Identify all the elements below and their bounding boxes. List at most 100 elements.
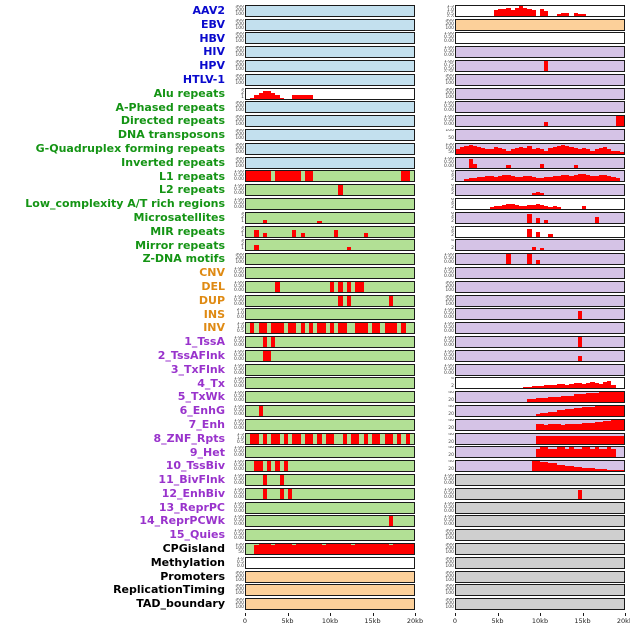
- y-axis-ticks: 150 100 50: [438, 143, 455, 155]
- y-axis-ticks: 1.00 0.50 0.00: [228, 391, 245, 403]
- y-tick-label: 1.00: [233, 418, 244, 423]
- data-bar: [325, 433, 330, 444]
- track-row: CPGisland 150 100 50 300 200 100: [0, 542, 630, 556]
- y-axis-ticks: 300 200 100: [228, 571, 245, 583]
- data-bar: [582, 423, 587, 430]
- track-panel: [245, 115, 415, 128]
- x-tick-mark: [540, 613, 541, 617]
- y-tick-label: 0.00: [443, 108, 454, 114]
- track-panel: [245, 142, 415, 155]
- track-panel: [455, 336, 625, 349]
- data-bar: [569, 147, 574, 154]
- y-tick-label: 0.00: [443, 480, 454, 486]
- y-axis-ticks: 150 100 50: [228, 543, 245, 555]
- track-panel: [455, 405, 625, 417]
- data-bar: [552, 424, 557, 430]
- row-label: L2 repeats: [159, 183, 225, 197]
- data-bar: [603, 420, 608, 430]
- y-axis-ticks: 1.0 0.5 0.0: [228, 557, 245, 569]
- y-tick-label: 4: [451, 214, 454, 220]
- data-bar: [573, 382, 578, 389]
- y-axis-ticks: 1.00 0.50 0.00: [228, 502, 245, 514]
- data-bar: [586, 447, 591, 458]
- data-bar: [535, 178, 540, 182]
- data-bar: [296, 171, 301, 182]
- y-tick-label: 300: [445, 87, 454, 92]
- y-tick-label: 100: [235, 545, 244, 551]
- track-panel: [245, 529, 415, 542]
- data-bar: [561, 12, 566, 16]
- y-tick-label: 300: [235, 570, 244, 575]
- data-bar: [540, 462, 545, 472]
- data-bar: [502, 149, 507, 154]
- y-tick-label: 100: [235, 39, 244, 45]
- data-bar: [262, 171, 267, 182]
- data-bar: [565, 385, 570, 389]
- data-bar: [527, 228, 532, 237]
- y-tick-label: 100: [235, 67, 244, 73]
- data-bar: [334, 543, 339, 554]
- track-panel: [455, 501, 625, 514]
- data-bar: [300, 95, 305, 99]
- y-axis-ticks: 1.00 0.50 0.00: [438, 474, 455, 486]
- track-panel: [245, 60, 415, 73]
- data-bar: [531, 177, 536, 182]
- y-axis-ticks: 1.00 0.50 0.00: [228, 184, 245, 196]
- y-tick-label: 200: [235, 587, 244, 593]
- y-tick-label: 300: [445, 529, 454, 534]
- y-tick-label: 100: [445, 145, 454, 151]
- row-label: HPV: [199, 59, 225, 73]
- y-tick-label: 300: [235, 115, 244, 120]
- data-bar: [283, 461, 288, 472]
- data-bar: [598, 148, 603, 154]
- data-bar: [573, 165, 578, 168]
- track-panel: [245, 267, 415, 280]
- data-bar: [363, 323, 368, 334]
- data-bar: [603, 448, 608, 458]
- data-bar: [334, 229, 339, 237]
- track-panel: [245, 487, 415, 500]
- data-bar: [573, 435, 578, 444]
- y-tick-label: 0.50: [233, 297, 244, 303]
- y-tick-label: 1.00: [443, 46, 454, 51]
- y-axis-ticks: 1.00 0.50 0.00: [438, 115, 455, 127]
- y-tick-label: 300: [445, 73, 454, 78]
- data-bar: [594, 422, 599, 430]
- data-bar: [569, 447, 574, 458]
- y-tick-label: 4: [451, 239, 454, 244]
- data-bar: [531, 204, 536, 210]
- y-tick-label: 0.00: [233, 398, 244, 404]
- y-tick-label: 40: [448, 418, 454, 423]
- data-bar: [619, 435, 624, 444]
- track-panel: [455, 294, 625, 307]
- data-bar: [401, 323, 406, 334]
- data-bar: [258, 171, 263, 182]
- row-label: 1_TssA: [184, 335, 225, 349]
- data-bar: [556, 206, 561, 210]
- track-panel: [245, 363, 415, 376]
- y-axis-ticks: 1.00 0.50 0.00: [228, 529, 245, 541]
- y-tick-label: 100: [235, 149, 244, 155]
- data-bar: [401, 171, 406, 182]
- y-tick-label: 3: [241, 239, 244, 244]
- y-tick-label: 1.00: [443, 322, 454, 327]
- track-row: Inverted repeats 300 200 100 1.00 0.50 0.00: [0, 156, 630, 170]
- data-bar: [577, 424, 582, 430]
- y-tick-label: 0.5: [236, 329, 244, 335]
- data-bar: [598, 174, 603, 182]
- y-tick-label: 200: [445, 573, 454, 579]
- row-label: Mirror repeats: [135, 238, 225, 252]
- data-bar: [582, 467, 587, 472]
- y-tick-label: 200: [445, 532, 454, 538]
- data-bar: [544, 177, 549, 182]
- data-bar: [493, 177, 498, 182]
- y-tick-label: 1.00: [233, 460, 244, 465]
- data-bar: [292, 323, 297, 334]
- track-row: 7_Enh 1.00 0.50 0.00 40 20: [0, 418, 630, 432]
- y-tick-label: 200: [445, 76, 454, 82]
- y-axis-ticks: 300 200 100: [228, 598, 245, 610]
- data-bar: [582, 394, 587, 403]
- y-tick-label: 0.00: [443, 522, 454, 528]
- data-bar: [359, 543, 364, 554]
